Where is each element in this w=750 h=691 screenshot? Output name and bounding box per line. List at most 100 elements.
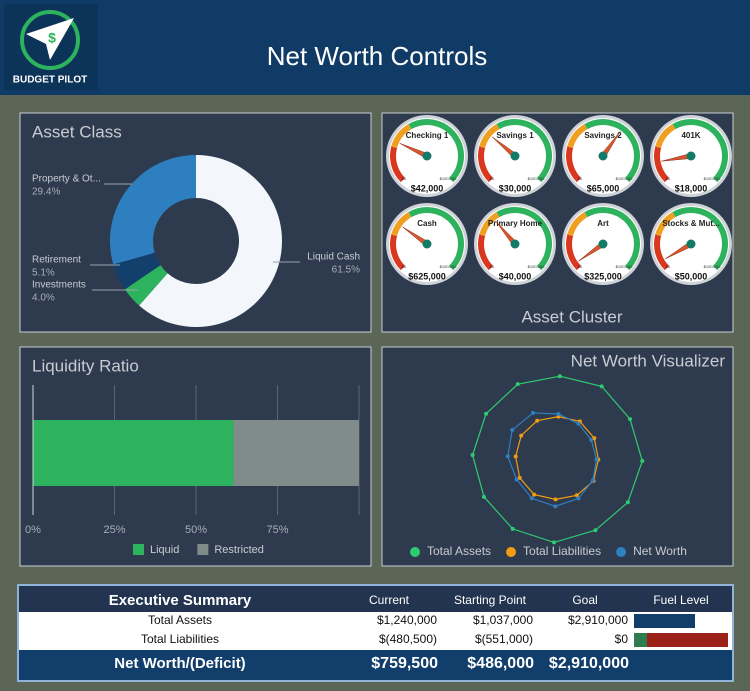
- gauge-band: [391, 123, 412, 149]
- gauge-label: Checking 1: [406, 131, 449, 140]
- panel-title: Net Worth Visualizer: [571, 351, 726, 370]
- gauge-band: [479, 123, 500, 149]
- legend-label: Restricted: [214, 544, 264, 556]
- gauge-min: $0: [402, 264, 407, 269]
- x-tick-label: 75%: [266, 524, 288, 536]
- radar-point: [510, 526, 515, 531]
- radar-point: [510, 428, 515, 433]
- radar-point: [625, 500, 630, 505]
- logo-ring: [20, 10, 80, 70]
- fuel-bar: [634, 614, 695, 628]
- table-footer: [19, 650, 732, 680]
- gauge-label: Cash: [417, 219, 437, 228]
- gauge-band: [672, 207, 728, 271]
- fuel-bar: [647, 633, 728, 647]
- x-tick-label: 0%: [25, 524, 41, 536]
- gauge-band: [566, 234, 582, 271]
- radar-point: [576, 421, 581, 426]
- legend-swatch: [616, 547, 627, 557]
- slice-value: 4.0%: [32, 293, 55, 304]
- radar-point: [589, 437, 594, 442]
- legend-label: Total Liabilities: [523, 544, 601, 558]
- panel-title: Asset Class: [32, 122, 122, 141]
- gauge: Savings 1 $0 $100,000 $30,000: [474, 115, 556, 197]
- gauge-band: [566, 146, 582, 183]
- table-header-cell: Executive Summary: [109, 592, 252, 609]
- gauge-label: Art: [597, 219, 609, 228]
- gauge-label: 401K: [681, 131, 700, 140]
- table-header-cell: Current: [369, 593, 410, 607]
- gauge-band: [567, 211, 588, 237]
- gauge-max: $100,000: [704, 264, 721, 269]
- gauge-band: [672, 119, 728, 183]
- radar-point: [484, 411, 489, 416]
- header-bar: [0, 0, 750, 95]
- radar-point: [594, 457, 599, 462]
- gauge-band: [478, 146, 494, 183]
- legend-swatch: [197, 544, 209, 555]
- gauge: Savings 2 $0 $100,000 $65,000: [562, 115, 644, 197]
- slice-label: Liquid Cash: [307, 252, 360, 263]
- slice-value: 29.4%: [32, 187, 60, 198]
- gauge-max: $100,000: [440, 264, 457, 269]
- radar-point: [532, 492, 537, 497]
- radar-point: [513, 454, 518, 459]
- gauge-band: [654, 234, 670, 271]
- radar-point: [599, 384, 604, 389]
- slice-value: 61.5%: [332, 265, 360, 276]
- gauge-band: [408, 119, 464, 183]
- gauge-min: $0: [402, 176, 407, 181]
- donut-slice: [139, 155, 283, 327]
- table-footer-cell: $759,500: [371, 655, 438, 672]
- gauge-label: Primary Home: [488, 219, 543, 228]
- gauge-label: Savings 2: [584, 131, 622, 140]
- slice-label: Retirement: [32, 255, 81, 266]
- gauge-value: $42,000: [411, 183, 444, 193]
- gauge-band: [479, 211, 500, 237]
- gauge-band: [390, 234, 406, 271]
- donut-slice: [110, 155, 196, 265]
- radar-point: [628, 417, 633, 422]
- gauge-value: $325,000: [584, 271, 622, 281]
- gauge: Cash $0 $100,000 $625,000: [386, 203, 468, 285]
- gauge-value: $65,000: [587, 183, 620, 193]
- radar-point: [557, 374, 562, 379]
- gauge-hub: [422, 151, 432, 161]
- radar-point: [592, 436, 597, 441]
- radar-point: [519, 433, 524, 438]
- gauge-hub: [510, 151, 520, 161]
- gauge: Primary Home $0 $100,000 $40,000: [474, 203, 556, 285]
- gauge-band: [390, 146, 406, 183]
- table-header-cell: Fuel Level: [653, 593, 708, 607]
- gauge-hub: [510, 239, 520, 249]
- slice-label: Property & Ot...: [32, 174, 101, 185]
- gauge-band: [567, 123, 588, 149]
- legend-swatch: [410, 547, 420, 557]
- table-footer-cell: Net Worth/(Deficit): [114, 655, 245, 672]
- gauge-band: [655, 211, 676, 237]
- logo-dollar: $: [48, 30, 56, 46]
- x-tick-label: 25%: [103, 524, 125, 536]
- radar-point: [553, 497, 558, 502]
- gauge-band: [408, 207, 464, 271]
- panel: [381, 346, 734, 567]
- radar-point: [535, 418, 540, 423]
- gauge-band: [655, 123, 676, 149]
- table-cell: $0: [615, 632, 629, 646]
- legend-label: Net Worth: [633, 544, 687, 558]
- gauge-band: [496, 207, 552, 271]
- gauge-max: $100,000: [528, 264, 545, 269]
- table-cell: $2,910,000: [568, 613, 628, 627]
- panel-title: Asset Cluster: [521, 307, 622, 326]
- radar-point: [556, 412, 561, 417]
- gauge-label: Savings 1: [496, 131, 534, 140]
- gauge-max: $100,000: [440, 176, 457, 181]
- table-cell: Total Assets: [148, 613, 212, 627]
- legend-label: Liquid: [150, 544, 179, 556]
- logo: $ BUDGET PILOT: [4, 4, 98, 90]
- bar-segment: [33, 420, 234, 486]
- gauge-value: $50,000: [675, 271, 708, 281]
- table-footer-cell: $486,000: [467, 655, 534, 672]
- donut-slice: [113, 252, 161, 290]
